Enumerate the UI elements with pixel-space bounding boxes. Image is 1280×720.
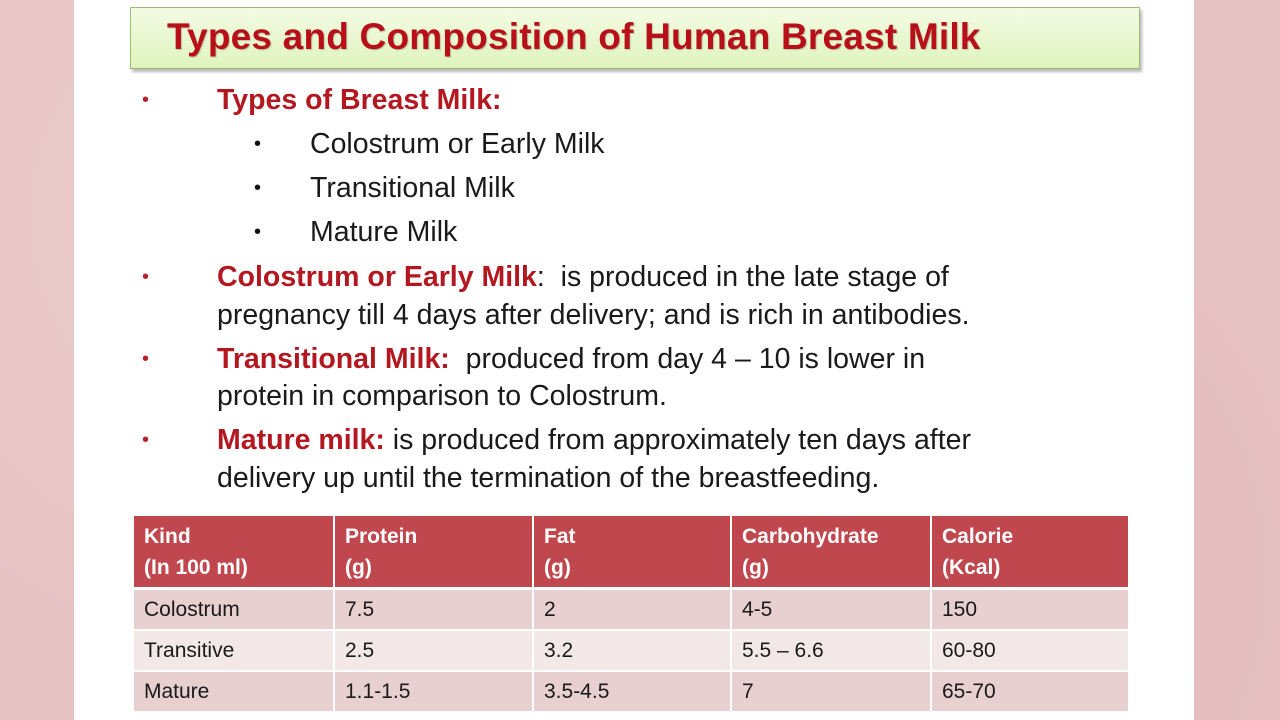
cell-fat: 3.5-4.5	[533, 670, 732, 711]
cell-carbohydrate: 7	[731, 670, 932, 711]
table-row: Mature 1.1-1.5 3.5-4.5 7 65-70	[134, 670, 1128, 711]
cell-protein: 1.1-1.5	[334, 670, 534, 711]
header-protein: Protein (g)	[334, 516, 534, 589]
colostrum-term: Colostrum or Early Milk	[217, 261, 537, 293]
cell-kind: Transitive	[134, 629, 335, 671]
transitional-description: Transitional Milk: produced from day 4 –…	[217, 343, 926, 375]
type-item-colostrum: Colostrum or Early Milk	[310, 128, 605, 160]
types-heading: Types of Breast Milk:	[217, 84, 502, 116]
cell-carbohydrate: 5.5 – 6.6	[731, 629, 932, 671]
slide: Types and Composition of Human Breast Mi…	[74, 0, 1194, 720]
sub-bullet-icon: •	[254, 133, 262, 155]
cell-protein: 7.5	[334, 587, 534, 630]
cell-kind: Colostrum	[134, 587, 335, 630]
sub-bullet-icon: •	[254, 177, 262, 199]
table-header-row: Kind (In 100 ml) Protein (g) Fat (g) Carboh…	[134, 516, 1128, 589]
cell-calorie: 65-70	[931, 670, 1128, 711]
cell-calorie: 60-80	[931, 629, 1128, 671]
mature-term: Mature milk:	[217, 424, 385, 456]
cell-fat: 2	[533, 587, 732, 630]
header-kind: Kind (In 100 ml)	[134, 516, 335, 589]
bullet-icon: •	[142, 89, 150, 111]
slide-title: Types and Composition of Human Breast Mi…	[167, 16, 981, 57]
mature-description-line2: delivery up until the termination of the…	[217, 462, 880, 494]
bullet-icon: •	[142, 266, 150, 288]
type-item-mature: Mature Milk	[310, 216, 458, 248]
table-row: Transitive 2.5 3.2 5.5 – 6.6 60-80	[134, 629, 1128, 671]
table-row: Colostrum 7.5 2 4-5 150	[134, 587, 1128, 630]
cell-protein: 2.5	[334, 629, 534, 671]
colostrum-description: Colostrum or Early Milk: is produced in …	[217, 261, 949, 293]
transitional-description-line2: protein in comparison to Colostrum.	[217, 380, 667, 412]
header-carbohydrate: Carbohydrate (g)	[731, 516, 932, 589]
cell-kind: Mature	[134, 670, 335, 711]
colostrum-description-line2: pregnancy till 4 days after delivery; an…	[217, 299, 970, 331]
composition-table: Kind (In 100 ml) Protein (g) Fat (g) Carboh…	[134, 516, 1128, 711]
header-calorie: Calorie (Kcal)	[931, 516, 1128, 589]
bullet-icon: •	[142, 348, 150, 370]
mature-description: Mature milk: is produced from approximat…	[217, 424, 971, 456]
cell-calorie: 150	[931, 587, 1128, 630]
header-fat: Fat (g)	[533, 516, 732, 589]
cell-fat: 3.2	[533, 629, 732, 671]
cell-carbohydrate: 4-5	[731, 587, 932, 630]
transitional-term: Transitional Milk:	[217, 343, 450, 375]
type-item-transitional: Transitional Milk	[310, 172, 515, 204]
bullet-icon: •	[142, 429, 150, 451]
sub-bullet-icon: •	[254, 221, 262, 243]
title-banner: Types and Composition of Human Breast Mi…	[130, 7, 1140, 69]
